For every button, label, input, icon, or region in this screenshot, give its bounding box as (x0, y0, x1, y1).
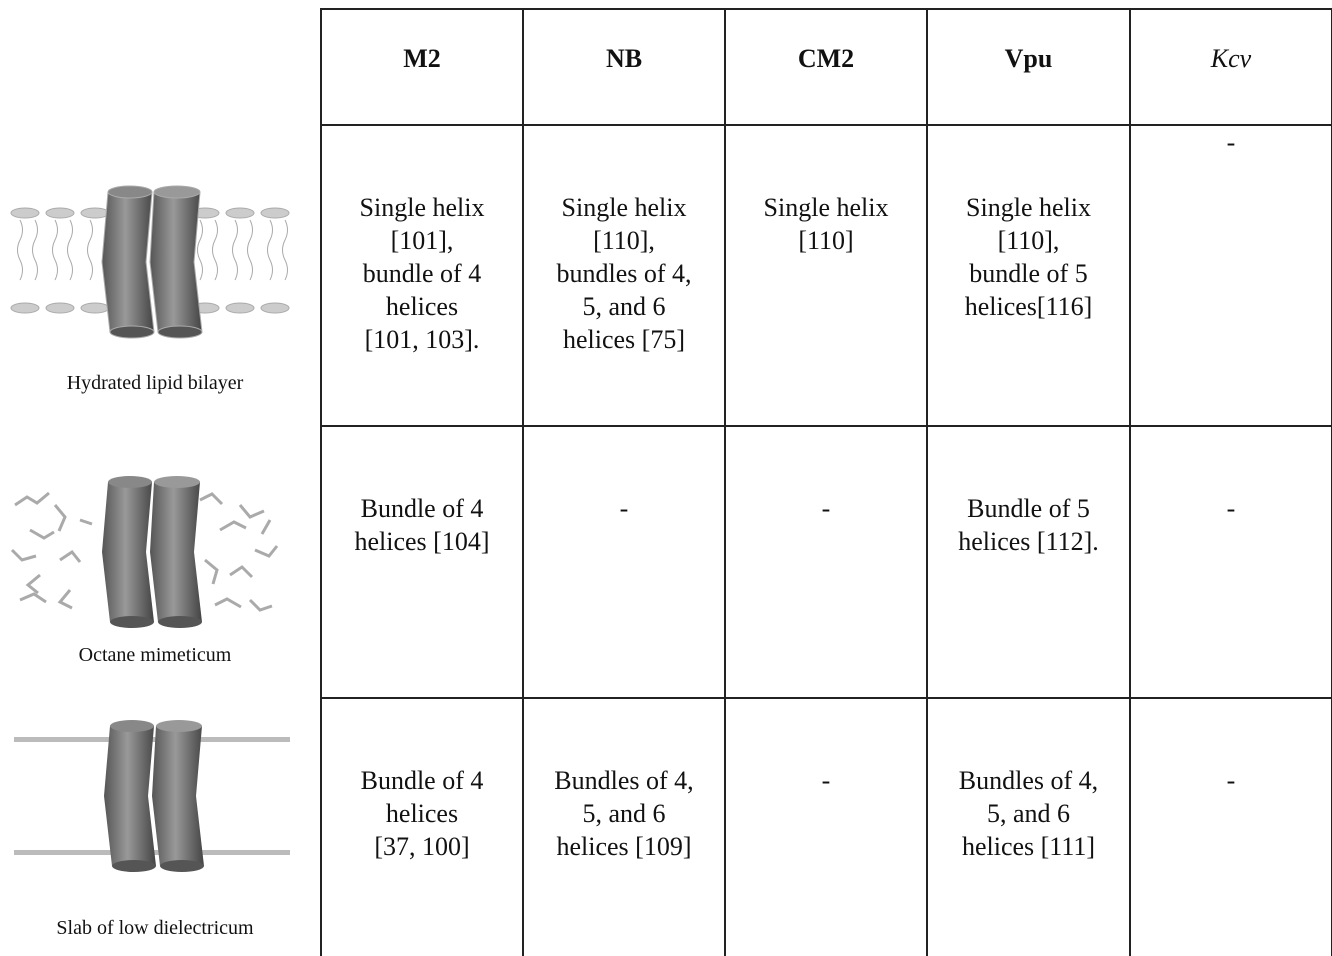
cell-line: helices [104] (354, 527, 490, 556)
cell-line: 5, and 6 (582, 292, 666, 321)
cell-line: helices [109] (556, 832, 692, 861)
cell-line: [110], (593, 226, 655, 255)
cell-line: [37, 100] (374, 832, 470, 861)
cell: Bundles of 4, 5, and 6 helices [111] (927, 764, 1130, 863)
row-label: Hydrated lipid bilayer (66, 372, 244, 394)
cell: Single helix [110], bundle of 5 helices[116… (927, 191, 1130, 323)
cell-line: bundle of 4 (362, 259, 482, 288)
cell-line: helices (385, 799, 459, 828)
grid-line (321, 697, 1332, 699)
cell-line: helices[116] (964, 292, 1093, 321)
cell-line: - (1226, 494, 1236, 523)
cell-line: Single helix (966, 193, 1091, 222)
cell: Bundles of 4, 5, and 6 helices [109] (523, 764, 725, 863)
cell: - (1130, 764, 1332, 797)
cell-line: Bundle of 4 (360, 494, 484, 523)
cell-line: helices [112]. (958, 527, 1099, 556)
cell-line: Single helix (561, 193, 687, 222)
row-label: Octane mimeticum (78, 644, 232, 666)
cell: - (1130, 126, 1332, 159)
grid-line (522, 8, 524, 956)
cell: - (725, 492, 927, 525)
cell-line: bundle of 5 (969, 259, 1088, 288)
cell-line: Single helix (763, 193, 889, 222)
cell-line: 5, and 6 (986, 799, 1071, 828)
grid-line (321, 425, 1332, 427)
cell: Bundle of 4 helices [104] (321, 492, 523, 558)
row-label: Slab of low dielectricum (56, 917, 254, 939)
cell: Bundle of 5 helices [112]. (927, 492, 1130, 558)
header-cell: Kcv (1210, 44, 1252, 73)
grid-line (321, 124, 1332, 126)
grid-line (1129, 8, 1131, 956)
cell: - (1130, 492, 1332, 525)
cell-line: Single helix (359, 193, 485, 222)
grid-line (321, 8, 1332, 10)
cell-line: bundles of 4, (556, 259, 692, 288)
grid-line (320, 8, 322, 956)
cell-line: - (821, 494, 831, 523)
cell-line: - (1226, 766, 1236, 795)
cell-line: Bundle of 4 (360, 766, 484, 795)
cell: Single helix [110], bundles of 4, 5, and 6 h… (523, 191, 725, 356)
header-cell: NB (605, 44, 643, 73)
header-cell: Vpu (1004, 44, 1053, 73)
cell-line: [110] (798, 226, 854, 255)
cell-line: [101], (390, 226, 454, 255)
cell-line: helices [111] (961, 832, 1096, 861)
cell-line: [110], (997, 226, 1060, 255)
cell-line: - (619, 494, 629, 523)
cell-line: [101, 103]. (364, 325, 480, 354)
slab (14, 720, 290, 872)
cell: - (523, 492, 725, 525)
cell-line: - (821, 766, 831, 795)
cell-line: Bundles of 4, (958, 766, 1099, 795)
cell: - (725, 764, 927, 797)
cell: Bundle of 4 helices [37, 100] (321, 764, 523, 863)
cell-line: - (1226, 128, 1236, 157)
header-cell: M2 (403, 44, 441, 73)
cell: Single helix [110] (725, 191, 927, 257)
cell-line: 5, and 6 (582, 799, 666, 828)
cell-line: Bundle of 5 (967, 494, 1090, 523)
cell: Single helix [101], bundle of 4 helices [101… (321, 191, 523, 356)
illustrations (10, 185, 290, 872)
octane (10, 476, 279, 628)
cell-line: Bundles of 4, (554, 766, 694, 795)
cell-line: helices [75] (562, 325, 685, 354)
cell-line: helices (385, 292, 459, 321)
grid-line (926, 8, 928, 956)
header-cell: CM2 (797, 44, 855, 73)
grid-line (724, 8, 726, 956)
lipid-bilayer (10, 185, 290, 339)
